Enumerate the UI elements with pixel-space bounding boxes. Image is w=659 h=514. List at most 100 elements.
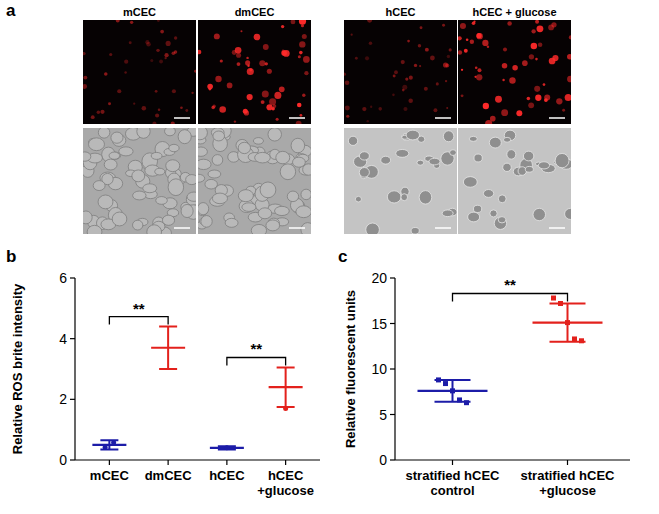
data-point — [436, 377, 441, 382]
red-spot — [299, 41, 305, 47]
cell — [238, 142, 250, 153]
red-spot — [174, 36, 177, 39]
x-tick-label: dmCEC — [145, 468, 193, 483]
x-tick-label-line: stratified hCEC — [521, 468, 616, 483]
scale-bar — [435, 227, 451, 229]
red-spot — [548, 25, 554, 31]
red-spot — [83, 76, 87, 80]
red-spot — [502, 63, 508, 69]
figure: abcmCECdmCEChCEChCEC + glucose0246Relati… — [0, 0, 659, 514]
red-spot — [160, 30, 164, 34]
y-tick — [390, 277, 395, 278]
cell — [165, 128, 176, 136]
red-spot — [419, 65, 421, 67]
cell — [503, 137, 510, 142]
red-spot — [152, 122, 156, 124]
red-spot — [562, 109, 565, 112]
red-spot — [297, 103, 302, 108]
red-spot — [476, 74, 482, 80]
data-point — [224, 445, 229, 450]
cell — [133, 220, 143, 230]
red-spot — [436, 82, 439, 85]
red-spot — [240, 30, 242, 32]
image-label: dmCEC — [235, 6, 275, 18]
red-spot — [569, 35, 571, 39]
y-tick — [390, 368, 395, 369]
cell — [387, 191, 401, 203]
significance-bracket — [227, 357, 286, 365]
red-spot — [367, 120, 369, 122]
red-spot — [502, 79, 504, 81]
x-tick-label-line: +glucose — [539, 483, 596, 498]
red-spot — [164, 57, 166, 59]
red-spot — [212, 105, 215, 108]
cell — [538, 162, 549, 169]
data-point — [111, 440, 116, 445]
cell — [296, 206, 311, 218]
red-spot — [299, 20, 306, 25]
cell — [419, 191, 432, 204]
red-spot — [345, 80, 350, 85]
cell — [533, 208, 546, 220]
red-spot — [245, 60, 250, 65]
y-axis-label: Relative fluorescent units — [343, 290, 358, 448]
y-tick-label: 15 — [371, 316, 387, 332]
red-spot — [535, 58, 538, 61]
x-tick — [168, 460, 169, 465]
red-spot — [346, 115, 349, 118]
red-spot — [214, 33, 220, 39]
cell — [155, 168, 165, 175]
red-spot — [442, 24, 445, 27]
fluorescence-image — [83, 20, 196, 124]
red-spot — [298, 55, 301, 58]
red-spot — [355, 57, 358, 60]
phase-cells — [348, 130, 457, 234]
y-tick — [390, 414, 395, 415]
red-spot — [267, 69, 272, 74]
red-spot — [150, 59, 153, 62]
red-spot — [344, 72, 346, 75]
cell — [213, 131, 225, 141]
red-spot — [458, 50, 462, 55]
data-point — [457, 397, 462, 402]
red-spot — [424, 87, 428, 91]
fluorescence-spots — [344, 20, 452, 122]
fluorescence-spots — [458, 20, 571, 124]
red-spot — [535, 95, 541, 101]
red-spot — [487, 45, 489, 47]
panel-label: a — [6, 1, 16, 20]
micrograph — [458, 20, 577, 234]
red-spot — [247, 94, 253, 100]
red-spot — [215, 76, 221, 82]
red-spot — [145, 40, 149, 44]
red-spot — [362, 107, 366, 111]
cell — [523, 151, 533, 161]
data-point — [551, 296, 556, 301]
micrograph — [79, 19, 201, 240]
cell — [473, 205, 481, 212]
cell — [258, 208, 271, 219]
red-spot — [259, 60, 265, 66]
red-spot — [565, 94, 571, 101]
red-spot — [522, 60, 528, 66]
cell — [450, 150, 457, 156]
red-spot — [220, 59, 223, 62]
red-spot — [104, 72, 108, 76]
red-spot — [156, 49, 159, 52]
red-spot — [449, 48, 452, 51]
y-tick-label: 0 — [59, 452, 67, 468]
red-spot — [528, 102, 534, 108]
red-spot — [244, 110, 249, 115]
red-spot — [401, 60, 405, 64]
y-tick — [390, 323, 395, 324]
y-tick-label: 10 — [371, 361, 387, 377]
fluorescence-spots — [198, 20, 310, 124]
cell — [98, 128, 110, 138]
red-spot — [261, 100, 265, 104]
red-spot — [117, 89, 121, 93]
x-tick-label: stratified hCECcontrol — [406, 468, 501, 498]
fluorescence-image — [344, 20, 457, 124]
x-tick-label-line: control — [430, 483, 474, 498]
cell — [442, 210, 453, 217]
micrograph — [343, 18, 457, 237]
